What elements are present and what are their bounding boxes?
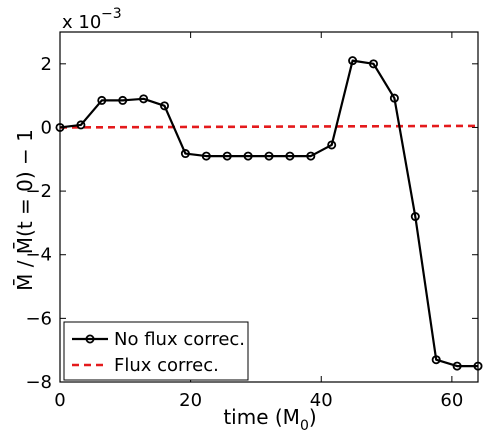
data-point-no-flux-correc	[201, 151, 211, 161]
x-axis-label-close: )	[309, 405, 317, 429]
series-line-no-flux-correc	[59, 59, 478, 368]
data-point-no-flux-correc	[159, 101, 169, 111]
x-tick-label: 0	[54, 390, 65, 411]
data-point-no-flux-correc	[431, 355, 441, 365]
data-point-no-flux-correc	[327, 140, 337, 150]
x-axis-label-main: time (M	[223, 405, 300, 429]
legend-label-flux: Flux correc.	[114, 355, 219, 376]
data-point-no-flux-correc	[348, 56, 358, 66]
data-point-no-flux-correc	[264, 151, 274, 161]
x-axis-label-subscript: 0	[300, 418, 309, 434]
legend-label-no-flux: No flux correc.	[114, 329, 245, 350]
x-axis-label: time (M0)	[223, 405, 316, 434]
x-tick-label: 20	[179, 390, 202, 411]
y-tick-label: 0	[41, 117, 52, 138]
data-point-no-flux-correc	[452, 361, 462, 371]
data-point-no-flux-correc	[97, 95, 107, 105]
data-point-no-flux-correc	[55, 122, 65, 132]
data-point-no-flux-correc	[410, 212, 420, 222]
y-tick-label: 2	[41, 54, 52, 75]
y-multiplier: x 10 −3	[62, 6, 122, 33]
y-tick-label: −6	[25, 308, 52, 329]
data-point-no-flux-correc	[285, 151, 295, 161]
data-point-no-flux-correc	[222, 151, 232, 161]
data-point-no-flux-correc	[368, 59, 378, 69]
data-point-no-flux-correc	[118, 95, 128, 105]
data-point-no-flux-correc	[473, 361, 483, 371]
data-point-no-flux-correc	[389, 93, 399, 103]
series-line-flux-correc	[59, 124, 479, 129]
y-tick-label: −4	[25, 245, 52, 266]
data-point-no-flux-correc	[139, 94, 149, 104]
y-multiplier-base: x 10	[62, 12, 101, 33]
y-multiplier-exponent: −3	[101, 6, 122, 22]
x-tick-label: 60	[440, 390, 463, 411]
y-axis-label: M̄ / M̄(t = 0) − 1	[12, 129, 37, 291]
x-tick-label: 40	[310, 390, 333, 411]
legend: No flux correc. Flux correc.	[63, 321, 249, 381]
y-tick-label: −2	[25, 181, 52, 202]
data-point-no-flux-correc	[306, 151, 316, 161]
data-point-no-flux-correc	[243, 151, 253, 161]
legend-marker-no-flux	[85, 334, 95, 344]
data-point-no-flux-correc	[180, 149, 190, 159]
y-tick-label: −8	[25, 372, 52, 393]
legend-box	[63, 321, 249, 381]
data-point-no-flux-correc	[76, 120, 86, 130]
